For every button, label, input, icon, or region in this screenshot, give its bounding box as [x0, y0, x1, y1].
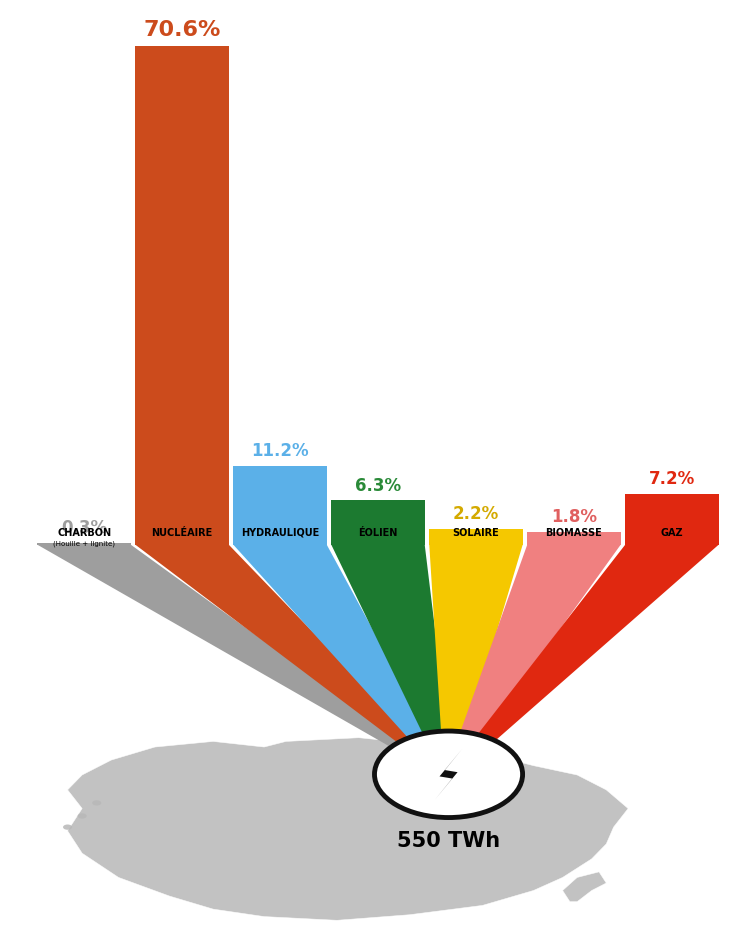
Text: NUCLÉAIRE: NUCLÉAIRE	[151, 527, 212, 537]
Polygon shape	[234, 545, 453, 778]
Polygon shape	[135, 545, 453, 778]
Bar	[37, 543, 131, 545]
Bar	[429, 530, 522, 545]
Polygon shape	[562, 872, 606, 902]
Polygon shape	[444, 545, 719, 778]
Polygon shape	[444, 545, 621, 778]
Text: GAZ: GAZ	[661, 527, 683, 537]
Polygon shape	[435, 750, 462, 800]
Text: 11.2%: 11.2%	[251, 442, 309, 460]
Polygon shape	[37, 545, 453, 778]
Circle shape	[63, 825, 72, 830]
Bar	[135, 46, 229, 545]
Circle shape	[374, 732, 522, 818]
Text: HYDRAULIQUE: HYDRAULIQUE	[241, 527, 319, 537]
Text: 70.6%: 70.6%	[144, 20, 221, 40]
Text: 550 TWh: 550 TWh	[397, 830, 500, 850]
Text: 1.8%: 1.8%	[551, 508, 597, 526]
Text: BIOMASSE: BIOMASSE	[546, 527, 603, 537]
Text: SOLAIRE: SOLAIRE	[453, 527, 500, 537]
Circle shape	[92, 801, 101, 806]
Text: 6.3%: 6.3%	[355, 476, 401, 494]
Text: 0.3%: 0.3%	[61, 518, 107, 536]
Polygon shape	[429, 545, 522, 778]
Polygon shape	[67, 738, 628, 920]
Polygon shape	[331, 545, 453, 778]
Bar	[527, 532, 621, 545]
Text: (Houille + lignite): (Houille + lignite)	[53, 540, 115, 547]
Text: CHARBON: CHARBON	[57, 527, 111, 537]
Text: 2.2%: 2.2%	[453, 505, 499, 523]
Bar	[331, 500, 425, 545]
Text: ÉOLIEN: ÉOLIEN	[358, 527, 398, 537]
Text: 7.2%: 7.2%	[649, 470, 695, 488]
Circle shape	[78, 814, 87, 818]
Bar	[625, 495, 719, 545]
Bar	[234, 466, 327, 545]
